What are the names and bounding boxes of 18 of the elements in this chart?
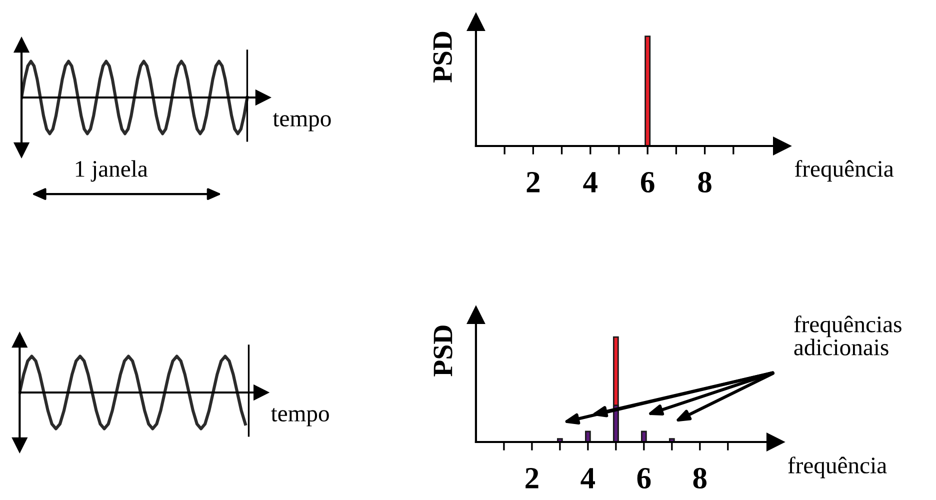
text: frequências adicionais	[794, 316, 902, 356]
x-tick-label: 2	[526, 468, 538, 488]
x-tick-label: 2	[526, 172, 540, 192]
x-tick-label: 6	[637, 468, 651, 489]
x-axis-title: frequência	[788, 456, 887, 478]
x-tick-label: 4	[583, 172, 598, 192]
text: 1 janela	[76, 160, 148, 182]
bar	[640, 430, 647, 442]
y-axis-title: PSD	[433, 32, 452, 82]
x-axis-title: tempo	[271, 408, 329, 426]
x-tick-label: 6	[640, 172, 654, 193]
bar	[584, 430, 591, 442]
x-tick-label: 8	[693, 468, 707, 489]
y-axis-title: PSD	[434, 326, 452, 376]
x-axis-title: frequência	[795, 160, 894, 182]
x-tick-label: 8	[698, 172, 712, 193]
x-tick-label: 4	[580, 468, 595, 488]
x-axis-title: tempo	[272, 112, 331, 132]
